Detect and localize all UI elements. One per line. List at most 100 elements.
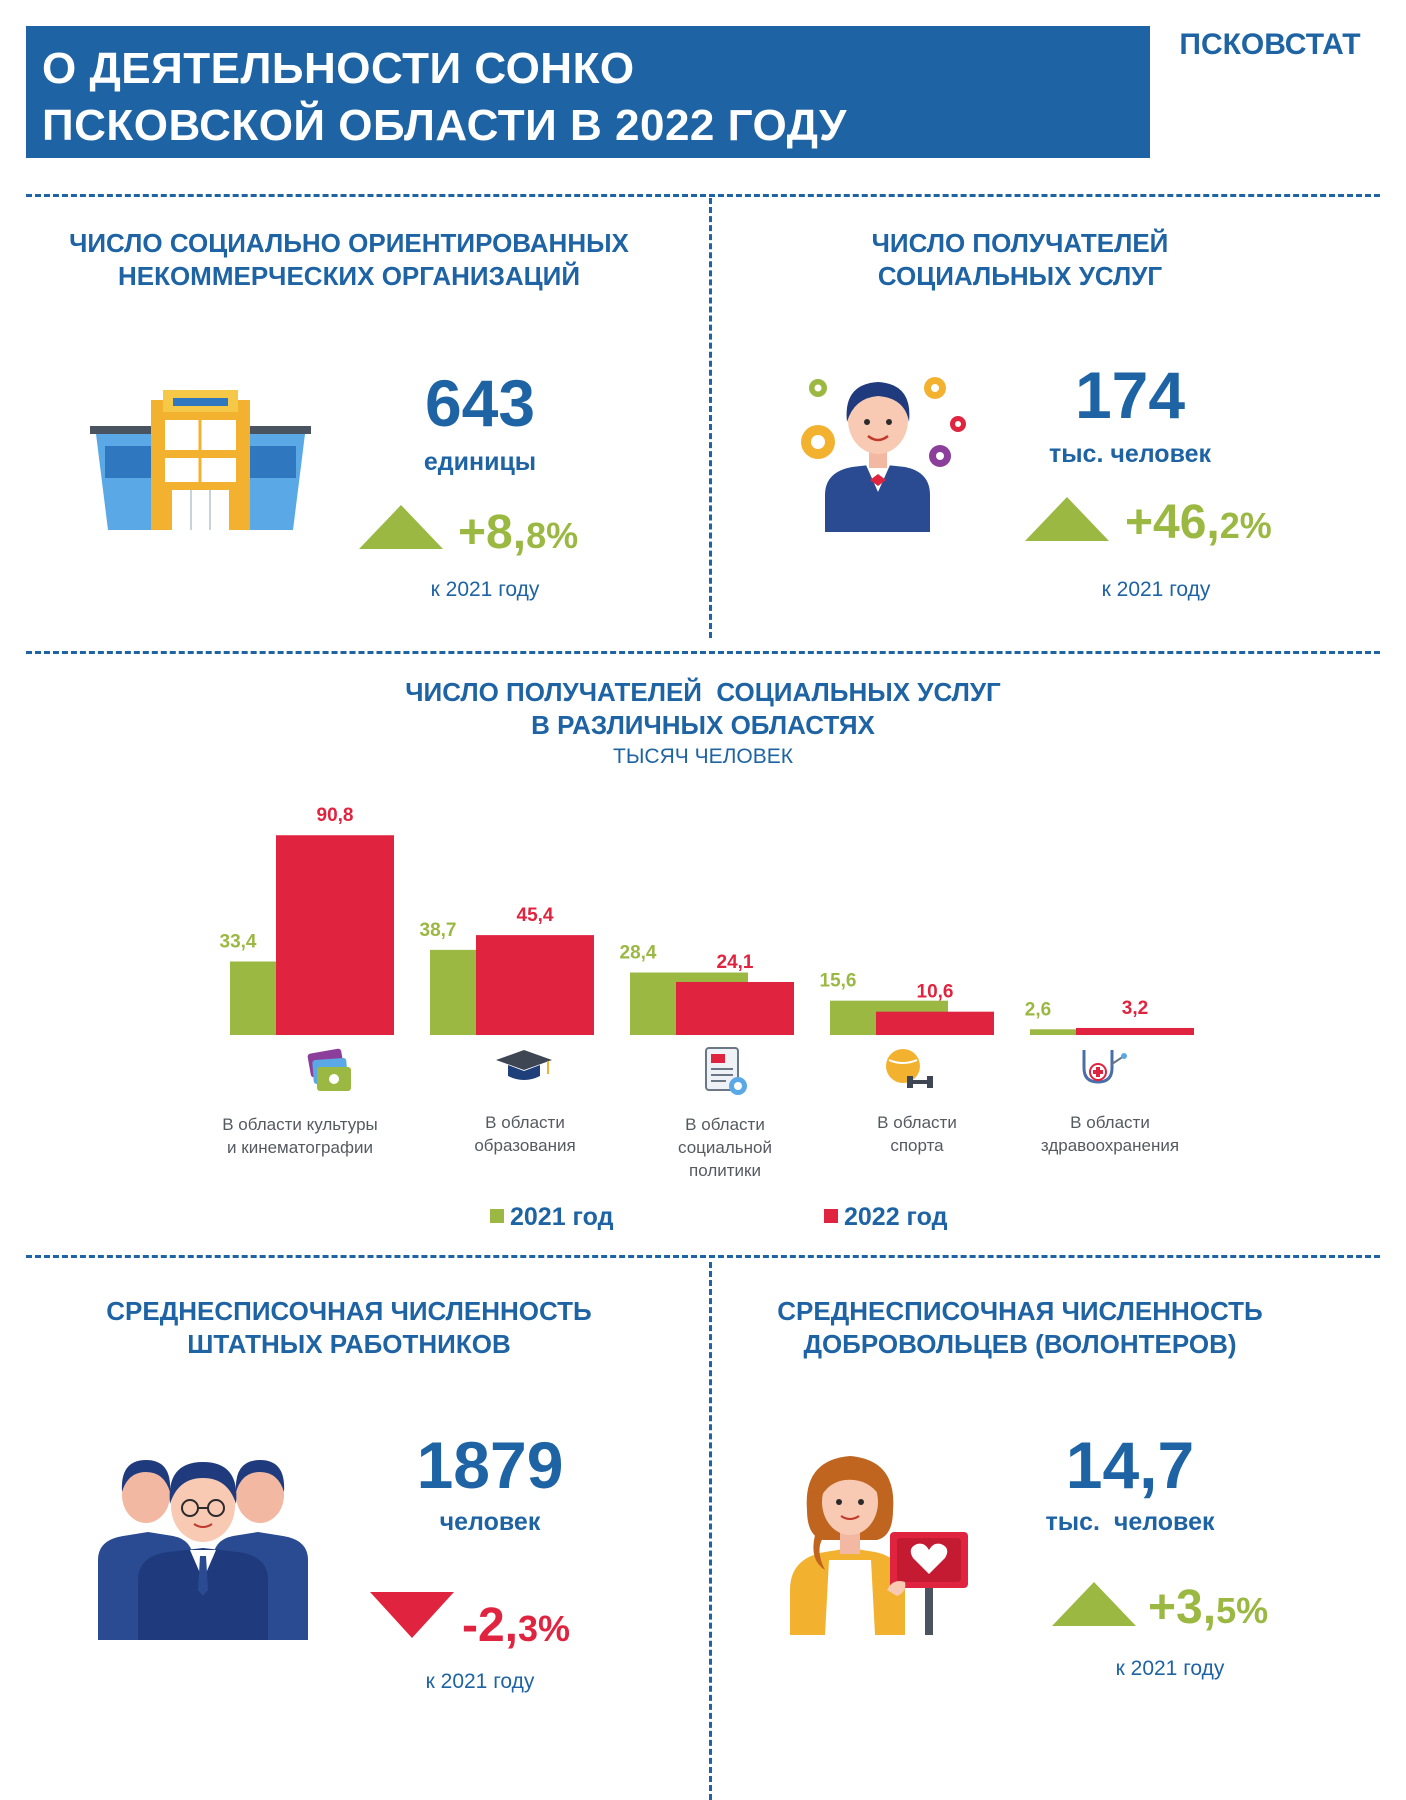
category-label-education: В области образования	[430, 1111, 620, 1157]
staff-change-small: 3%	[518, 1608, 571, 1649]
chart-title: ЧИСЛО ПОЛУЧАТЕЛЕЙ СОЦИАЛЬНЫХ УСЛУГ В РАЗ…	[300, 676, 1106, 742]
bar-value-label: 2,6	[1025, 999, 1051, 1020]
bar-chart: 33,4 38,7 28,4 15,6 2,6 90,8 45,4 24,1 10,6 3,2	[220, 805, 1194, 1035]
trend-up-icon	[359, 505, 443, 549]
volunteers-change: +3,5%	[1148, 1580, 1268, 1635]
legend-label-2021: 2021 год	[510, 1203, 614, 1231]
bar-2022	[1076, 1027, 1194, 1035]
recipients-change: +46,2%	[1125, 495, 1272, 550]
stethoscope-icon	[1082, 1050, 1127, 1084]
divider-top	[26, 194, 1380, 197]
building-icon	[90, 390, 311, 530]
staff-unit: человек	[439, 1508, 541, 1536]
staff-value: 1879	[416, 1428, 564, 1502]
bar-2022	[676, 981, 794, 1035]
staff-section-title: СРЕДНЕСПИСОЧНАЯ ЧИСЛЕННОСТЬ ШТАТНЫХ РАБО…	[26, 1295, 672, 1361]
legend-swatch-2022	[824, 1209, 838, 1223]
legend-label-2022: 2022 год	[844, 1203, 948, 1231]
volunteers-change-main: +3,	[1148, 1581, 1217, 1634]
category-label-line: В области	[877, 1113, 957, 1132]
bar-value-label: 38,7	[420, 920, 457, 941]
bar-2022	[876, 1011, 994, 1035]
divider-vertical-top	[709, 198, 712, 638]
sport-icon	[886, 1049, 933, 1088]
staff-title-line1: СРЕДНЕСПИСОЧНАЯ ЧИСЛЕННОСТЬ	[106, 1296, 592, 1326]
category-label-line: В области	[485, 1113, 565, 1132]
legend-item-2022: 2022 год	[824, 1203, 947, 1232]
bar-2022	[476, 935, 594, 1035]
bar-value-label: 33,4	[220, 932, 257, 953]
divider-bottom	[26, 1255, 1380, 1258]
staff-group-icon	[98, 1460, 308, 1640]
agency-name: ПСКОВСТАТ	[1179, 28, 1361, 61]
recipients-unit: тыс. человек	[1048, 440, 1212, 468]
orgs-change-small: 8%	[526, 515, 579, 556]
orgs-ref: к 2021 году	[430, 578, 540, 601]
category-label-line: здравоохранения	[1040, 1136, 1180, 1155]
recipients-ref: к 2021 году	[1101, 578, 1211, 601]
page-title-line2: ПСКОВСКОЙ ОБЛАСТИ В 2022 ГОДУ	[42, 101, 847, 150]
orgs-title-line1: ЧИСЛО СОЦИАЛЬНО ОРИЕНТИРОВАННЫХ	[69, 228, 629, 258]
recipients-title-line1: ЧИСЛО ПОЛУЧАТЕЛЕЙ	[871, 228, 1169, 258]
category-label-line: В области	[685, 1115, 765, 1134]
bar-value-label: 28,4	[620, 943, 657, 964]
staff-change: -2,3%	[462, 1598, 570, 1653]
orgs-section-title: ЧИСЛО СОЦИАЛЬНО ОРИЕНТИРОВАННЫХ НЕКОММЕР…	[26, 227, 672, 293]
document-icon	[705, 1047, 747, 1095]
orgs-value: 643	[424, 366, 536, 440]
bar-2022	[276, 835, 394, 1035]
divider-vertical-bottom	[709, 1262, 712, 1800]
bar-value-label: 24,1	[717, 952, 754, 973]
chart-title-line2: В РАЗЛИЧНЫХ ОБЛАСТЯХ	[531, 710, 875, 740]
category-label-social-policy: В области социальной политики	[630, 1113, 820, 1182]
divider-middle	[26, 651, 1380, 654]
category-label-line: и кинематографии	[227, 1138, 373, 1157]
volunteers-title-line1: СРЕДНЕСПИСОЧНАЯ ЧИСЛЕННОСТЬ	[777, 1296, 1263, 1326]
page-title-line1: О ДЕЯТЕЛЬНОСТИ СОНКО	[42, 44, 635, 93]
volunteers-section-title: СРЕДНЕСПИСОЧНАЯ ЧИСЛЕННОСТЬ ДОБРОВОЛЬЦЕВ…	[740, 1295, 1300, 1361]
category-label-sport: В области спорта	[822, 1111, 1012, 1157]
category-label-healthcare: В области здравоохранения	[1010, 1111, 1210, 1157]
legend-item-2021: 2021 год	[490, 1203, 613, 1232]
person-gears-icon	[801, 377, 966, 532]
header-banner: О ДЕЯТЕЛЬНОСТИ СОНКО ПСКОВСКОЙ ОБЛАСТИ В…	[26, 26, 1150, 158]
trend-up-icon	[1052, 1582, 1136, 1626]
category-label-line: образования	[474, 1136, 576, 1155]
category-label-line: В области культуры	[222, 1115, 378, 1134]
volunteers-ref: к 2021 году	[1115, 1657, 1225, 1680]
category-label-line: политики	[689, 1161, 761, 1180]
bar-value-label: 45,4	[517, 905, 554, 926]
orgs-change: +8,8%	[458, 505, 578, 560]
trend-down-icon	[370, 1592, 454, 1638]
recipients-change-main: +46,	[1125, 496, 1220, 549]
legend-swatch-2021	[490, 1209, 504, 1223]
volunteers-value: 14,7	[1065, 1428, 1195, 1502]
recipients-section-title: ЧИСЛО ПОЛУЧАТЕЛЕЙ СОЦИАЛЬНЫХ УСЛУГ	[740, 227, 1300, 293]
category-label-line: В области	[1070, 1113, 1150, 1132]
category-label-culture: В области культуры и кинематографии	[200, 1113, 400, 1159]
volunteers-title-line2: ДОБРОВОЛЬЦЕВ (ВОЛОНТЕРОВ)	[803, 1329, 1237, 1359]
orgs-change-main: +8,	[458, 506, 527, 559]
orgs-title-line2: НЕКОММЕРЧЕСКИХ ОРГАНИЗАЦИЙ	[117, 261, 581, 291]
bar-value-label: 3,2	[1122, 998, 1148, 1019]
staff-change-main: -2,	[462, 1599, 519, 1652]
category-label-line: социальной	[678, 1138, 772, 1157]
graduation-cap-icon	[496, 1050, 552, 1080]
staff-ref: к 2021 году	[425, 1670, 535, 1693]
recipients-value: 174	[1074, 358, 1186, 432]
recipients-title-line2: СОЦИАЛЬНЫХ УСЛУГ	[877, 261, 1163, 291]
chart-title-line1: ЧИСЛО ПОЛУЧАТЕЛЕЙ СОЦИАЛЬНЫХ УСЛУГ	[405, 677, 1001, 707]
chart-subtitle: ТЫСЯЧ ЧЕЛОВЕК	[613, 745, 793, 768]
orgs-unit: единицы	[423, 448, 537, 476]
trend-up-icon	[1025, 497, 1109, 541]
recipients-change-small: 2%	[1219, 505, 1272, 546]
tickets-icon	[307, 1048, 351, 1091]
volunteers-unit: тыс. человек	[1045, 1508, 1215, 1536]
bar-value-label: 10,6	[917, 982, 954, 1003]
bar-value-label: 15,6	[820, 971, 857, 992]
volunteer-icon	[790, 1456, 968, 1635]
bar-value-label: 90,8	[317, 805, 354, 826]
category-label-line: спорта	[890, 1136, 944, 1155]
staff-title-line2: ШТАТНЫХ РАБОТНИКОВ	[187, 1329, 511, 1359]
volunteers-change-small: 5%	[1216, 1590, 1269, 1631]
